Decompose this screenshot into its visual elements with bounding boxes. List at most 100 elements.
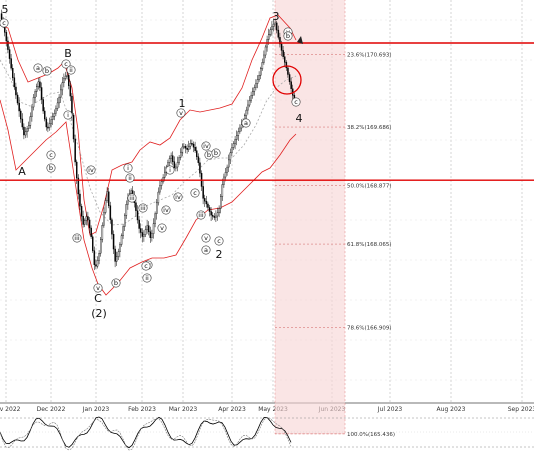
wave-label-minor: a [244,119,248,127]
wave-label-circle [0,18,9,28]
wave-label-circle [161,205,171,215]
candle-body [176,161,179,168]
candle-body [56,102,59,109]
candle-body [7,40,9,50]
candle-body [52,116,54,120]
candle-body [195,150,198,157]
candle-body [34,91,36,98]
candle-body [218,208,220,213]
candle-body [282,50,284,57]
wave-label-minor: c [2,19,6,27]
candle-body [130,190,132,194]
candle-body [231,147,233,153]
candle-body [55,108,57,114]
candle-body [47,126,49,129]
candle-body [106,191,108,201]
wave-label-circle [201,233,211,243]
wave-label-circle [157,223,167,233]
candle-body [42,99,44,112]
candle-body [248,99,251,106]
wave-label-circle [138,203,148,213]
wave-label-minor: c [144,262,148,270]
candle-body [91,236,94,251]
wave-label-circle [61,59,71,69]
wave-label-minor: i [67,111,69,119]
candle-body [103,212,105,226]
candle-body [285,62,288,69]
wave-label-minor: iv [175,193,181,201]
candle-body [263,54,265,63]
candle-body [44,110,46,120]
candle-body [274,22,276,25]
candle-body [40,87,43,100]
candle-body [160,181,163,186]
candle-body [96,260,99,267]
wave-label-circle [86,165,96,175]
candle-body [261,62,264,70]
candle-body [173,161,176,168]
candle-body [53,112,56,117]
candle-body [162,177,164,182]
candle-body [203,198,206,202]
wave-label-minor: iii [74,234,80,242]
candle-body [119,244,121,252]
candle-body [10,58,12,69]
candle-body [120,235,123,245]
candle-body [260,68,262,76]
wave-label-minor: ii [69,66,73,74]
wave-label-minor: v [179,109,183,117]
candle-body [210,211,212,216]
wave-label-major: B [64,47,72,60]
wave-label-circle [66,65,76,75]
wave-label-major: 2 [216,248,223,261]
candle-body [154,213,156,224]
candle-body [122,226,124,236]
bollinger-upper-band [0,14,297,236]
wave-label-circle [241,118,251,128]
wave-label-major: C [94,292,102,305]
candle-body [211,214,214,217]
wave-label-circle [196,210,206,220]
wave-label-minor: b [207,151,211,159]
candle-body [191,142,193,145]
wave-label-circle [173,192,183,202]
candle-body [112,234,115,250]
candle-body [141,232,144,237]
candle-body [268,34,270,40]
candle-body [45,118,48,128]
candle-body [36,86,38,92]
highlight-circle [272,65,302,95]
candle-body [18,102,20,112]
candle-body [146,225,148,230]
wave-label-minor: iii [129,194,135,202]
candle-body [114,248,116,262]
wave-label-circle [176,108,186,118]
candle-body [240,124,243,129]
bollinger-lower-band [0,99,297,296]
wave-label-circle [283,31,293,41]
wave-label-minor: v [96,284,100,292]
candle-body [287,67,289,75]
candle-body [139,228,142,233]
wave-label-circle [33,63,43,73]
wave-label-circle [201,245,211,255]
candle-body [239,127,241,132]
candle-body [235,135,238,140]
wave-label-circle [142,273,152,283]
wave-label-circle [127,193,137,203]
candle-body [16,94,19,104]
wave-label-minor: b [286,32,290,40]
candle-body [250,95,252,101]
wave-label-minor: i [127,164,129,172]
candle-body [79,193,81,207]
candle-body [26,128,28,133]
wave-label-circle [214,236,224,246]
candle-body [11,67,14,78]
candle-body [207,203,209,208]
candle-body [215,215,217,218]
wave-label-minor: iv [163,206,169,214]
wave-label-circle [63,110,73,120]
fib-level-label: 61.8%(168.065) [347,242,392,248]
